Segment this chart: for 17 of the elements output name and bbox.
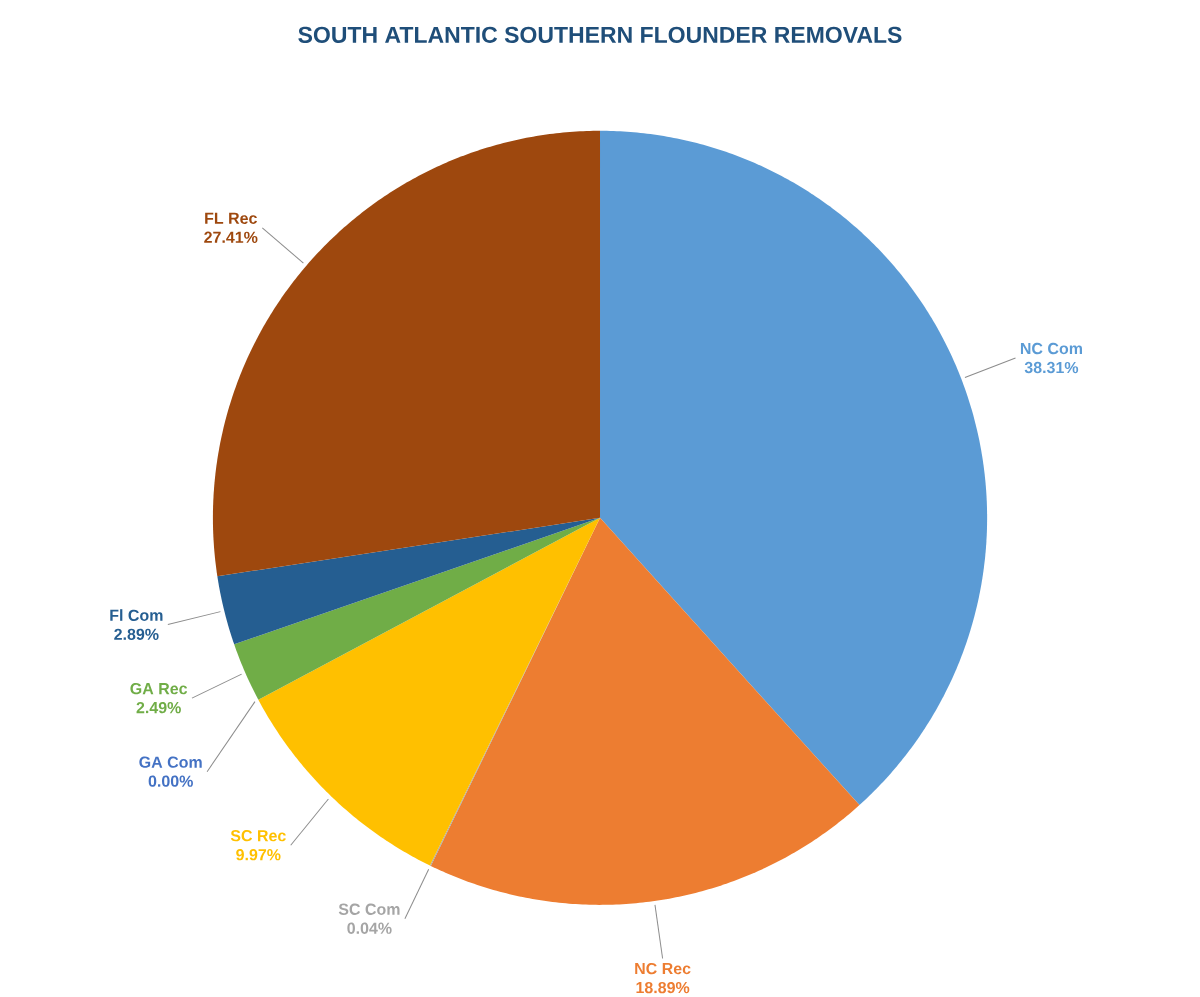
slice-label: NC Com <box>1020 342 1082 355</box>
slice-label: SC Com <box>338 903 400 915</box>
slice-label: FL Rec <box>205 212 257 224</box>
data-label: 18.89% <box>636 981 690 994</box>
data-label: 38.31% <box>1024 361 1079 374</box>
category-label: GA Com <box>139 756 202 768</box>
data-label: 2.49% <box>136 701 181 714</box>
slice-label: Fl Com <box>110 609 163 621</box>
slice-label: SC Rec <box>230 829 286 842</box>
data-label: 2.89% <box>114 628 159 640</box>
slice-label: NC Rec <box>635 962 691 975</box>
chart-title: SOUTH ATLANTIC SOUTHERN FLOUNDER REMOVALS <box>298 26 902 43</box>
text: 0.00% <box>148 775 193 787</box>
data-label: 9.97% <box>236 848 281 861</box>
data-label: 0.04% <box>347 922 392 934</box>
data-label: 27.41% <box>204 231 258 243</box>
slice-label: GA Rec <box>130 682 188 695</box>
